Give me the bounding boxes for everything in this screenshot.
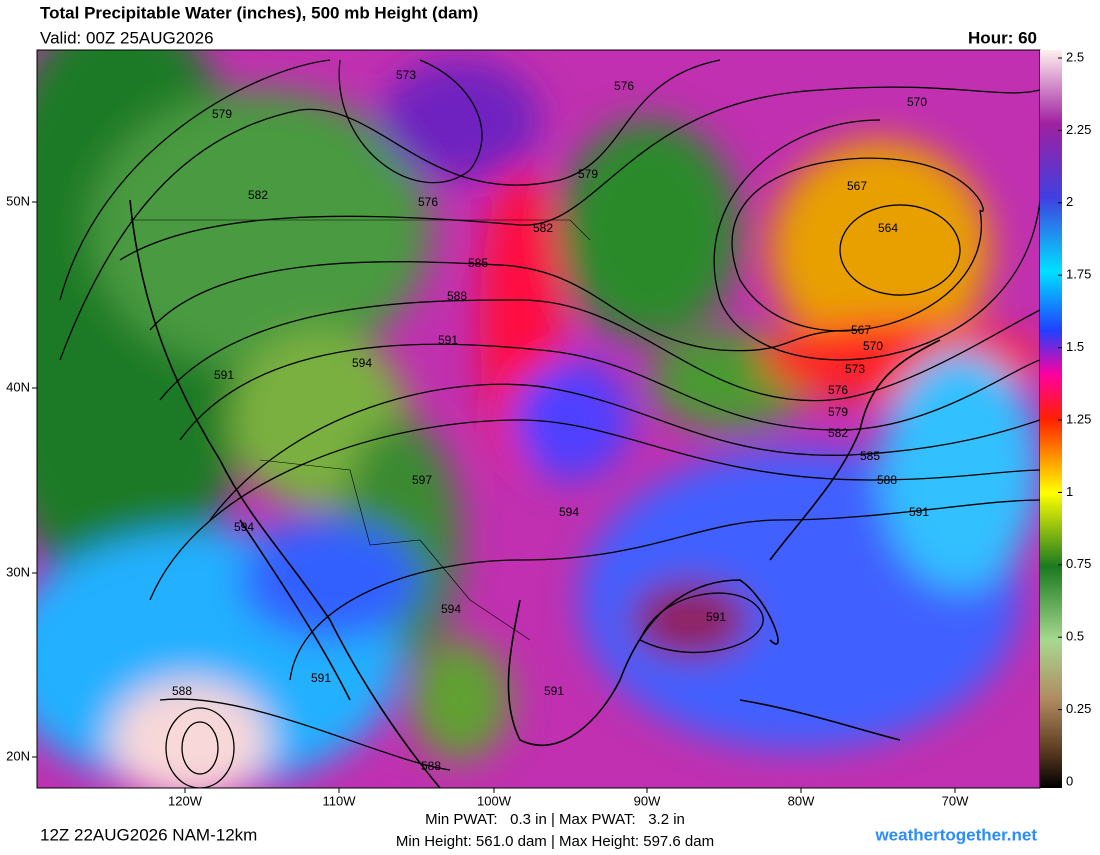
contour-label: 588: [172, 684, 192, 698]
borders: [130, 219, 591, 641]
contour-label: 591: [214, 368, 234, 382]
contour-label: 564: [878, 221, 898, 235]
contour-label: 588: [877, 473, 897, 487]
height-contours: [59, 59, 1040, 788]
pwat-range: Min PWAT: 0.3 in | Max PWAT: 3.2 in: [425, 811, 685, 828]
colorbar-tick-label: 0: [1066, 773, 1073, 788]
title: Total Precipitable Water (inches), 500 m…: [40, 3, 478, 22]
contour-label: 582: [248, 188, 268, 202]
colorbar-tick-label: 1: [1066, 484, 1073, 499]
contour-label: 585: [860, 449, 880, 463]
contour-label: 591: [909, 505, 929, 519]
colorbar-tick-label: 0.25: [1066, 701, 1091, 716]
colorbar-tick-label: 1.75: [1066, 267, 1091, 282]
valid-time: Valid: 00Z 25AUG2026: [40, 28, 214, 47]
site-credit: weathertogether.net: [874, 825, 1037, 844]
coastlines: [129, 199, 941, 788]
contour-label: 567: [851, 323, 871, 337]
contour-label: 573: [396, 68, 416, 82]
contour-label: 591: [438, 333, 458, 347]
colorbar-tick-label: 1.5: [1066, 339, 1084, 354]
height-range: Min Height: 561.0 dam | Max Height: 597.…: [396, 833, 714, 850]
contour-label: 591: [311, 671, 331, 685]
colorbar-tick-label: 1.25: [1066, 411, 1091, 426]
contour-label: 579: [578, 167, 598, 181]
colorbar-tick-label: 0.75: [1066, 556, 1091, 571]
lon-label: 90W: [634, 793, 661, 808]
lat-label: 50N: [6, 193, 30, 208]
colorbar-tick-label: 0.5: [1066, 629, 1084, 644]
contour-label: 576: [418, 195, 438, 209]
contour-label: 588: [447, 289, 467, 303]
lon-label: 100W: [477, 793, 512, 808]
contour-label: 594: [234, 520, 254, 534]
colorbar: [1040, 50, 1062, 788]
contour-label: 582: [828, 426, 848, 440]
colorbar-tick-label: 2.25: [1066, 122, 1091, 137]
lon-label: 70W: [942, 793, 969, 808]
contour-label: 579: [828, 405, 848, 419]
contour-label: 579: [212, 107, 232, 121]
contour-label: 576: [828, 383, 848, 397]
contour-label: 591: [544, 684, 564, 698]
lon-label: 110W: [323, 793, 357, 808]
contour-label: 573: [845, 362, 865, 376]
contour-label: 597: [412, 473, 432, 487]
lat-label: 40N: [6, 379, 30, 394]
contour-label: 570: [863, 339, 883, 353]
colorbar-tick-label: 2.5: [1066, 49, 1084, 64]
contour-label: 570: [907, 95, 927, 109]
lat-label: 20N: [6, 748, 30, 763]
contour-label: 576: [614, 79, 634, 93]
lon-label: 80W: [788, 793, 815, 808]
contour-label: 594: [352, 356, 372, 370]
lat-label: 30N: [6, 564, 30, 579]
map-field: [37, 50, 1040, 788]
contour-label: 588: [421, 759, 441, 773]
contour-label: 594: [441, 602, 461, 616]
model-run: 12Z 22AUG2026 NAM-12km: [40, 825, 257, 844]
colorbar-tick-label: 2: [1066, 194, 1073, 209]
contour-label: 582: [533, 221, 553, 235]
contour-label: 594: [559, 505, 579, 519]
lon-label: 120W: [168, 793, 203, 808]
contour-label: 585: [468, 256, 488, 270]
forecast-hour: Hour: 60: [968, 28, 1037, 47]
contour-label: 567: [847, 179, 867, 193]
contour-label: 591: [706, 610, 726, 624]
